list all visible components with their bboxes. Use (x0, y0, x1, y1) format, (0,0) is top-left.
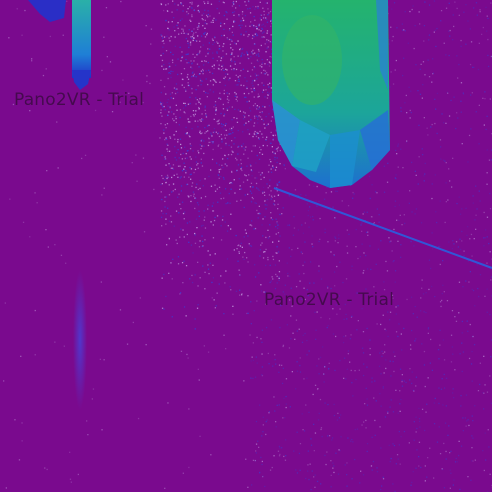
diagonal-line (273, 187, 492, 269)
trial-watermark: Pano2VR - Trial (14, 90, 145, 110)
green-blob (272, 0, 390, 188)
trial-watermark: Pano2VR - Trial (264, 290, 395, 310)
top-left-fragment (28, 0, 66, 22)
left-streak (72, 0, 91, 90)
lower-left-smear (73, 270, 87, 410)
noise-layer (3, 0, 492, 492)
